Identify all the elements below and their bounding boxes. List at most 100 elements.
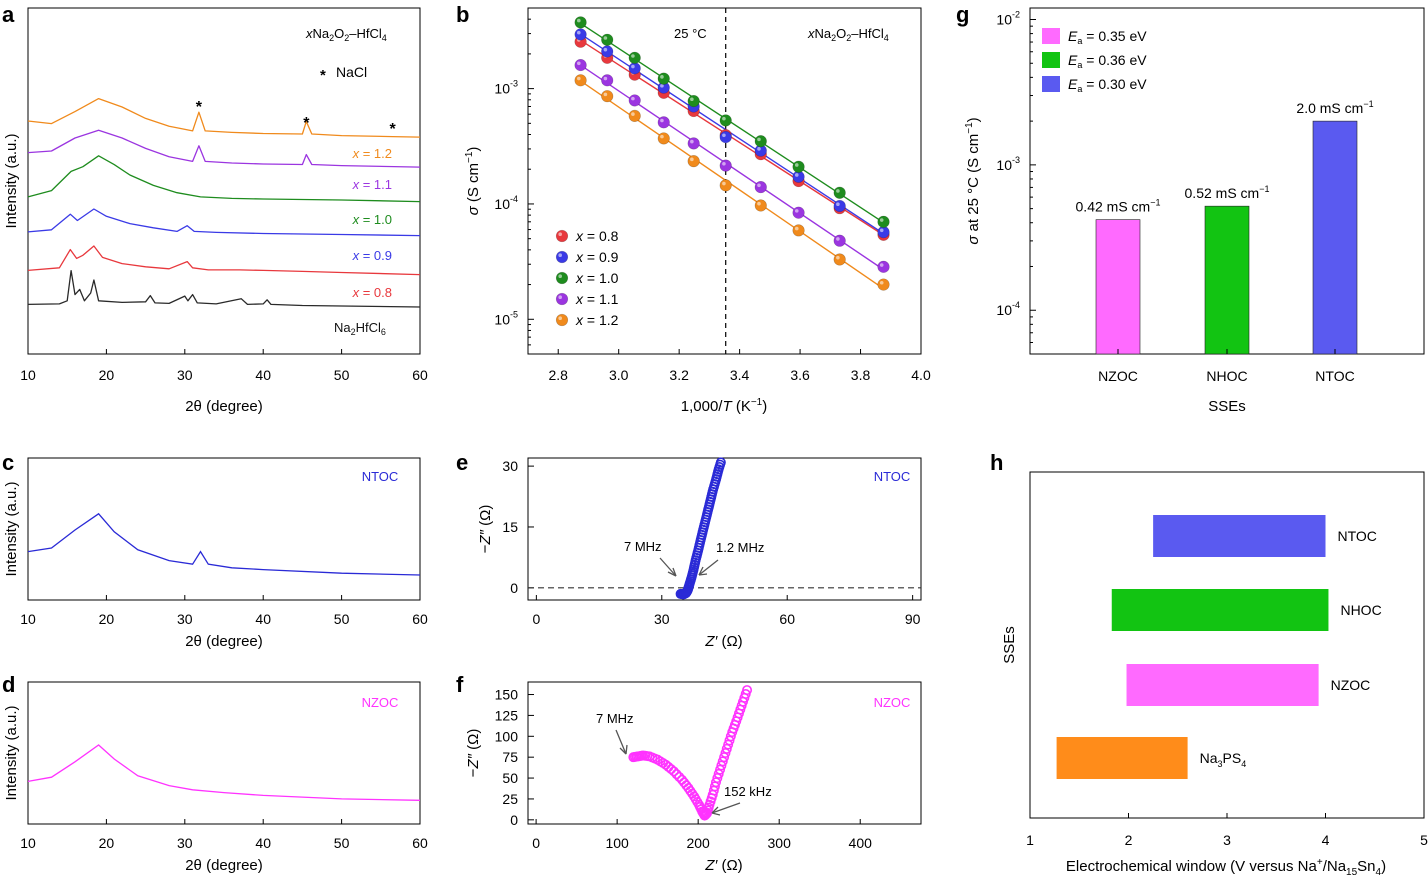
panel-g-xtick-label: NZOC — [1098, 368, 1138, 384]
panel-b-point-highlight — [603, 36, 608, 40]
panel-e-ytick-label: 15 — [502, 519, 518, 535]
panel-b-point — [657, 116, 670, 129]
panel-g-bar — [1204, 205, 1250, 355]
panel-b-legend-label: x = 1.1 — [575, 291, 619, 307]
panel-d-xtick-label: 40 — [255, 835, 271, 851]
panel-g-axes: 10-4 10-3 10-2 — [996, 10, 1036, 343]
panel-b-xtick-label: 3.6 — [790, 367, 810, 383]
panel-e-xtick-label: 60 — [779, 611, 795, 627]
panel-g-ylabel: σ at 25 °C (S cm−1) — [964, 117, 982, 244]
panel-a-series-line — [27, 155, 421, 203]
panel-f-plot — [628, 685, 753, 821]
panel-b-axes: 2.8 3.0 3.2 3.4 3.6 3.8 4.0 10-5 10-4 10-3 — [494, 18, 931, 383]
panel-g-bar — [1312, 120, 1358, 355]
panel-g-ytick-label: 10-2 — [996, 10, 1020, 28]
panel-d-x-axis: 10 20 30 40 50 60 — [20, 819, 428, 851]
panel-b-point — [574, 28, 587, 41]
panel-b-legend-marker — [555, 229, 569, 243]
panel-a-nacl-star: * — [303, 115, 310, 132]
panel-a-series-line — [27, 269, 421, 308]
panel-b-composition-x: x — [807, 26, 815, 41]
panel-d-xtick-label: 30 — [177, 835, 193, 851]
panel-b-legend-label: x = 0.8 — [575, 228, 619, 244]
panel-f-xtick-label: 0 — [532, 835, 540, 851]
panel-h-bar — [1153, 515, 1326, 557]
panel-h-bar-label: NTOC — [1338, 528, 1377, 544]
panel-f-xtick-label: 100 — [605, 835, 629, 851]
panel-a-xtick-label: 20 — [99, 367, 115, 383]
panel-d-xtick-label: 20 — [99, 835, 115, 851]
panel-c-series-line — [27, 512, 421, 576]
panel-e-ylabel: −Z″ (Ω) — [477, 505, 494, 554]
panel-b-point — [657, 132, 670, 145]
panel-b-point — [792, 206, 805, 219]
panel-f-ytick-label: 75 — [502, 749, 518, 765]
panel-d-xtick-label: 10 — [20, 835, 36, 851]
panel-b-point-highlight — [879, 218, 884, 222]
panel-a-series-label: x = 1.1 — [352, 177, 392, 192]
panel-b-point — [833, 186, 846, 199]
panel-b-composition: xNa2O2–HfCl4 — [807, 26, 889, 43]
panel-g-xtick-label: NHOC — [1206, 368, 1247, 384]
panel-a-series-label: x = 1.0 — [352, 212, 392, 227]
panel-b-point-highlight — [836, 237, 840, 241]
panel-d-series-line — [27, 744, 421, 801]
panel-b-xlabel: 1,000/T (K−1) — [681, 397, 767, 415]
panel-a-composition-x: x — [305, 26, 313, 41]
panel-b-point-highlight — [690, 97, 694, 102]
panel-b-ytick-label: 10-3 — [494, 79, 518, 97]
panel-e-plot — [528, 457, 921, 600]
panel-f-point — [671, 769, 682, 780]
panel-b-point — [833, 253, 846, 266]
panel-f-arrowhead-high — [711, 806, 721, 816]
panel-g-bar — [1095, 219, 1141, 355]
panel-c-frame — [27, 457, 421, 601]
panel-a-series-line — [27, 245, 421, 276]
panel-b-legend-marker-highlight — [558, 295, 562, 300]
panel-f-ytick-label: 50 — [502, 770, 518, 786]
panel-b-legend-marker — [555, 313, 569, 327]
panel-b-point — [601, 45, 614, 58]
panel-d: 10 20 30 40 50 60 NZOC Intensity (a.u.) 2θ (d… — [3, 681, 428, 874]
panel-a-xtick-label: 10 — [20, 367, 36, 383]
panel-b-xtick-label: 4.0 — [911, 367, 931, 383]
panel-b-point-highlight — [660, 118, 664, 123]
panel-b-point — [657, 72, 670, 85]
panel-b-point-highlight — [577, 61, 581, 66]
panel-b-ytick-label: 10-4 — [494, 194, 518, 212]
panel-b-legend-marker-highlight — [558, 274, 562, 279]
panel-b-point — [687, 137, 700, 150]
panel-b-point-highlight — [690, 157, 694, 162]
panel-b-xtick-label: 3.2 — [669, 367, 689, 383]
panel-g-legend-swatch — [1042, 52, 1060, 68]
panel-b-plot — [574, 8, 890, 354]
panel-b-point-highlight — [722, 116, 726, 121]
panel-g-legend: Ea = 0.35 eV Ea = 0.36 eV Ea = 0.30 eV — [1042, 28, 1147, 94]
panel-b-point-highlight — [631, 96, 635, 101]
panel-c-xtick-label: 60 — [412, 611, 428, 627]
panel-g-data-label: 2.0 mS cm−1 — [1296, 99, 1373, 116]
panel-a-composition: xNa2O2–HfCl4 — [305, 26, 387, 43]
panel-f-ylabel: −Z″ (Ω) — [465, 729, 482, 778]
panel-h-ylabel: SSEs — [1001, 626, 1018, 664]
panel-h-bars: NTOC NHOC NZOC Na3PS4 — [1056, 515, 1382, 779]
panel-b-legend-marker-highlight — [558, 316, 562, 321]
panel-g-legend-swatch — [1042, 28, 1060, 44]
panel-b-point-highlight — [660, 75, 664, 79]
panel-c-label: NTOC — [362, 469, 399, 484]
panel-b-point — [628, 62, 641, 75]
panel-a-series-line — [27, 129, 421, 168]
panel-b: 2.8 3.0 3.2 3.4 3.6 3.8 4.010-510-410-3 25 °C … — [464, 7, 931, 415]
panel-b-point — [719, 130, 732, 144]
panel-b-point-highlight — [577, 18, 581, 23]
panel-e-ytick-label: 30 — [502, 458, 518, 474]
panel-a-series-labels: x = 1.2 x = 1.1 x = 1.0 x = 0.9 x = 0.8 Na2Hf… — [334, 146, 392, 337]
panel-b-vline-label: 25 °C — [674, 26, 707, 41]
panel-b-point — [601, 90, 614, 103]
panel-e-arrow-low — [659, 557, 677, 577]
panel-b-point-highlight — [722, 133, 726, 138]
panel-b-point — [628, 51, 641, 64]
panel-h-xtick-label: 2 — [1125, 832, 1133, 848]
